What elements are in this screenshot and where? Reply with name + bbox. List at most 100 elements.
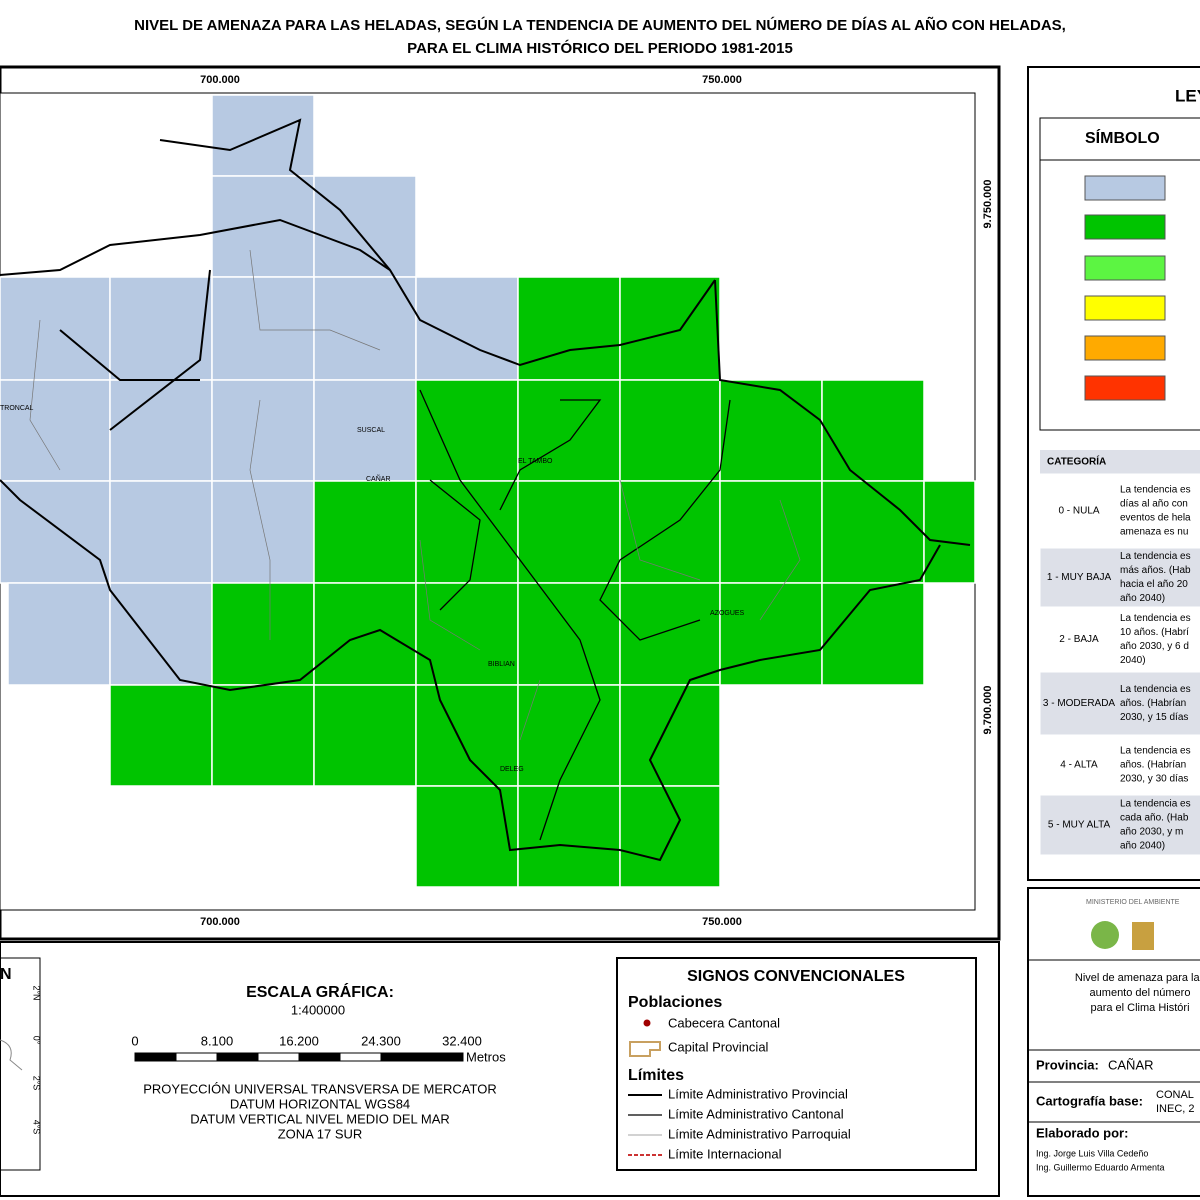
latitude-label: 4°S <box>32 1120 42 1135</box>
grid-cell <box>109 582 213 686</box>
scale-segment <box>175 1052 218 1062</box>
projection-line: ZONA 17 SUR <box>278 1126 363 1141</box>
legend-title: LEYENDA <box>1175 86 1200 105</box>
category-description: año 2040) <box>1120 593 1165 604</box>
conventions-section: Poblaciones <box>628 994 722 1011</box>
legend-swatch <box>1084 335 1166 361</box>
label: PARA EL CLIMA HISTÓRICO DEL PERIODO 1981… <box>407 39 793 57</box>
category-description: hacia el año 20 <box>1120 579 1188 590</box>
category-description: más años. (Hab <box>1120 565 1191 576</box>
latitude-label: 0° <box>32 1036 42 1045</box>
bottom-panel <box>0 941 1000 1197</box>
category-row <box>1039 606 1200 673</box>
category-row <box>1039 473 1200 549</box>
x-coordinate: 750.000 <box>702 74 742 86</box>
grid-cell <box>619 480 721 584</box>
grid-cell <box>517 785 621 888</box>
category-description: año 2040) <box>1120 841 1165 852</box>
grid-cell <box>619 276 721 381</box>
grid-cell <box>619 785 721 888</box>
category-header <box>1040 450 1200 474</box>
symbol-body <box>1039 159 1200 431</box>
x-coordinate: 700.000 <box>200 916 240 928</box>
legend-swatch <box>1084 295 1166 321</box>
category-name: 3 - MODERADA <box>1043 698 1116 709</box>
category-description: La tendencia es <box>1120 799 1191 810</box>
scale-tick: 8.100 <box>201 1033 234 1048</box>
place-name: TRONCAL <box>0 405 34 412</box>
projection-line: DATUM VERTICAL NIVEL MEDIO DEL MAR <box>190 1111 450 1126</box>
scale-ratio: 1:400000 <box>291 1002 345 1017</box>
grid-cell <box>517 480 621 584</box>
grid-cell <box>109 684 213 787</box>
grid-cell <box>821 379 925 482</box>
grid-cell <box>313 480 417 584</box>
conventions-section: Límites <box>628 1067 684 1084</box>
place-name: AZOGUES <box>710 610 745 617</box>
scale-tick: 0 <box>131 1033 138 1048</box>
convention-item: Límite Administrativo Provincial <box>668 1086 848 1101</box>
category-description: años. (Habrían <box>1120 698 1186 709</box>
grid-cell <box>109 276 213 381</box>
scale-segment <box>134 1052 177 1062</box>
category-description: amenaza es nu <box>1120 527 1188 538</box>
grid-cell <box>313 684 417 787</box>
grid-cell <box>211 480 315 584</box>
legend-box <box>1027 66 1200 881</box>
grid-cell <box>517 684 621 787</box>
category-description: La tendencia es <box>1120 485 1191 496</box>
grid-cell <box>109 379 213 482</box>
grid-cell <box>313 276 417 381</box>
logo-shield <box>1132 922 1154 950</box>
category-description: año 2030, y 6 d <box>1120 641 1189 652</box>
place-name: DELEG <box>500 766 524 773</box>
category-description: La tendencia es <box>1120 684 1191 695</box>
category-row <box>1039 671 1200 736</box>
convention-item: Límite Administrativo Cantonal <box>668 1106 844 1121</box>
grid-cell <box>719 582 823 686</box>
grid-cell <box>517 276 621 381</box>
ministry: MINISTERIO DEL AMBIENTE <box>1086 899 1180 906</box>
map-description: para el Clima Históri <box>1090 1002 1189 1014</box>
convention-item: Capital Provincial <box>668 1039 769 1054</box>
grid-cell <box>313 175 417 278</box>
grid-cell <box>7 582 111 686</box>
author: Ing. Jorge Luis Villa Cedeño <box>1036 1148 1148 1158</box>
category-description: cada año. (Hab <box>1120 813 1189 824</box>
category-description: eventos de hela <box>1120 513 1191 524</box>
grid-cell <box>923 480 976 584</box>
category-description: 2040) <box>1120 655 1146 666</box>
category-row <box>1039 794 1200 856</box>
grid-cell <box>619 379 721 482</box>
category-description: La tendencia es <box>1120 551 1191 562</box>
legend-swatch <box>1084 375 1166 401</box>
grid-cell <box>517 379 621 482</box>
category-description: 2030, y 15 días <box>1120 712 1188 723</box>
map-description: aumento del número <box>1090 987 1191 999</box>
legend-swatch <box>1084 214 1166 240</box>
y-coordinate: 9.750.000 <box>982 180 994 229</box>
latitude-label: 2°N <box>32 985 42 1000</box>
map-frame <box>0 65 1001 941</box>
conventions-box <box>616 957 977 1171</box>
cantonal-symbol <box>643 1019 651 1027</box>
category-description: años. (Habrían <box>1120 760 1186 771</box>
inset-coast <box>0 1039 23 1071</box>
grid-cell <box>619 582 721 686</box>
convention-item: Límite Internacional <box>668 1146 782 1161</box>
projection-line: DATUM HORIZONTAL WGS84 <box>230 1096 410 1111</box>
category-description: La tendencia es <box>1120 613 1191 624</box>
category-name: 5 - MUY ALTA <box>1048 820 1111 831</box>
category-header-text: CATEGORÍA <box>1047 455 1106 468</box>
parish-boundaries <box>29 249 801 741</box>
scale-title: ESCALA GRÁFICA: <box>246 982 394 1001</box>
category-description: días al año con <box>1120 499 1188 510</box>
place-name: EL TAMBO <box>518 458 553 465</box>
conventions-title: SIGNOS CONVENCIONALES <box>687 968 905 985</box>
made-by-label: Elaborado por: <box>1036 1125 1128 1140</box>
grid-cell <box>821 480 925 584</box>
category-name: 1 - MUY BAJA <box>1047 572 1112 583</box>
north-arrow: N <box>0 966 12 983</box>
category-description: 10 años. (Habrí <box>1120 627 1189 638</box>
